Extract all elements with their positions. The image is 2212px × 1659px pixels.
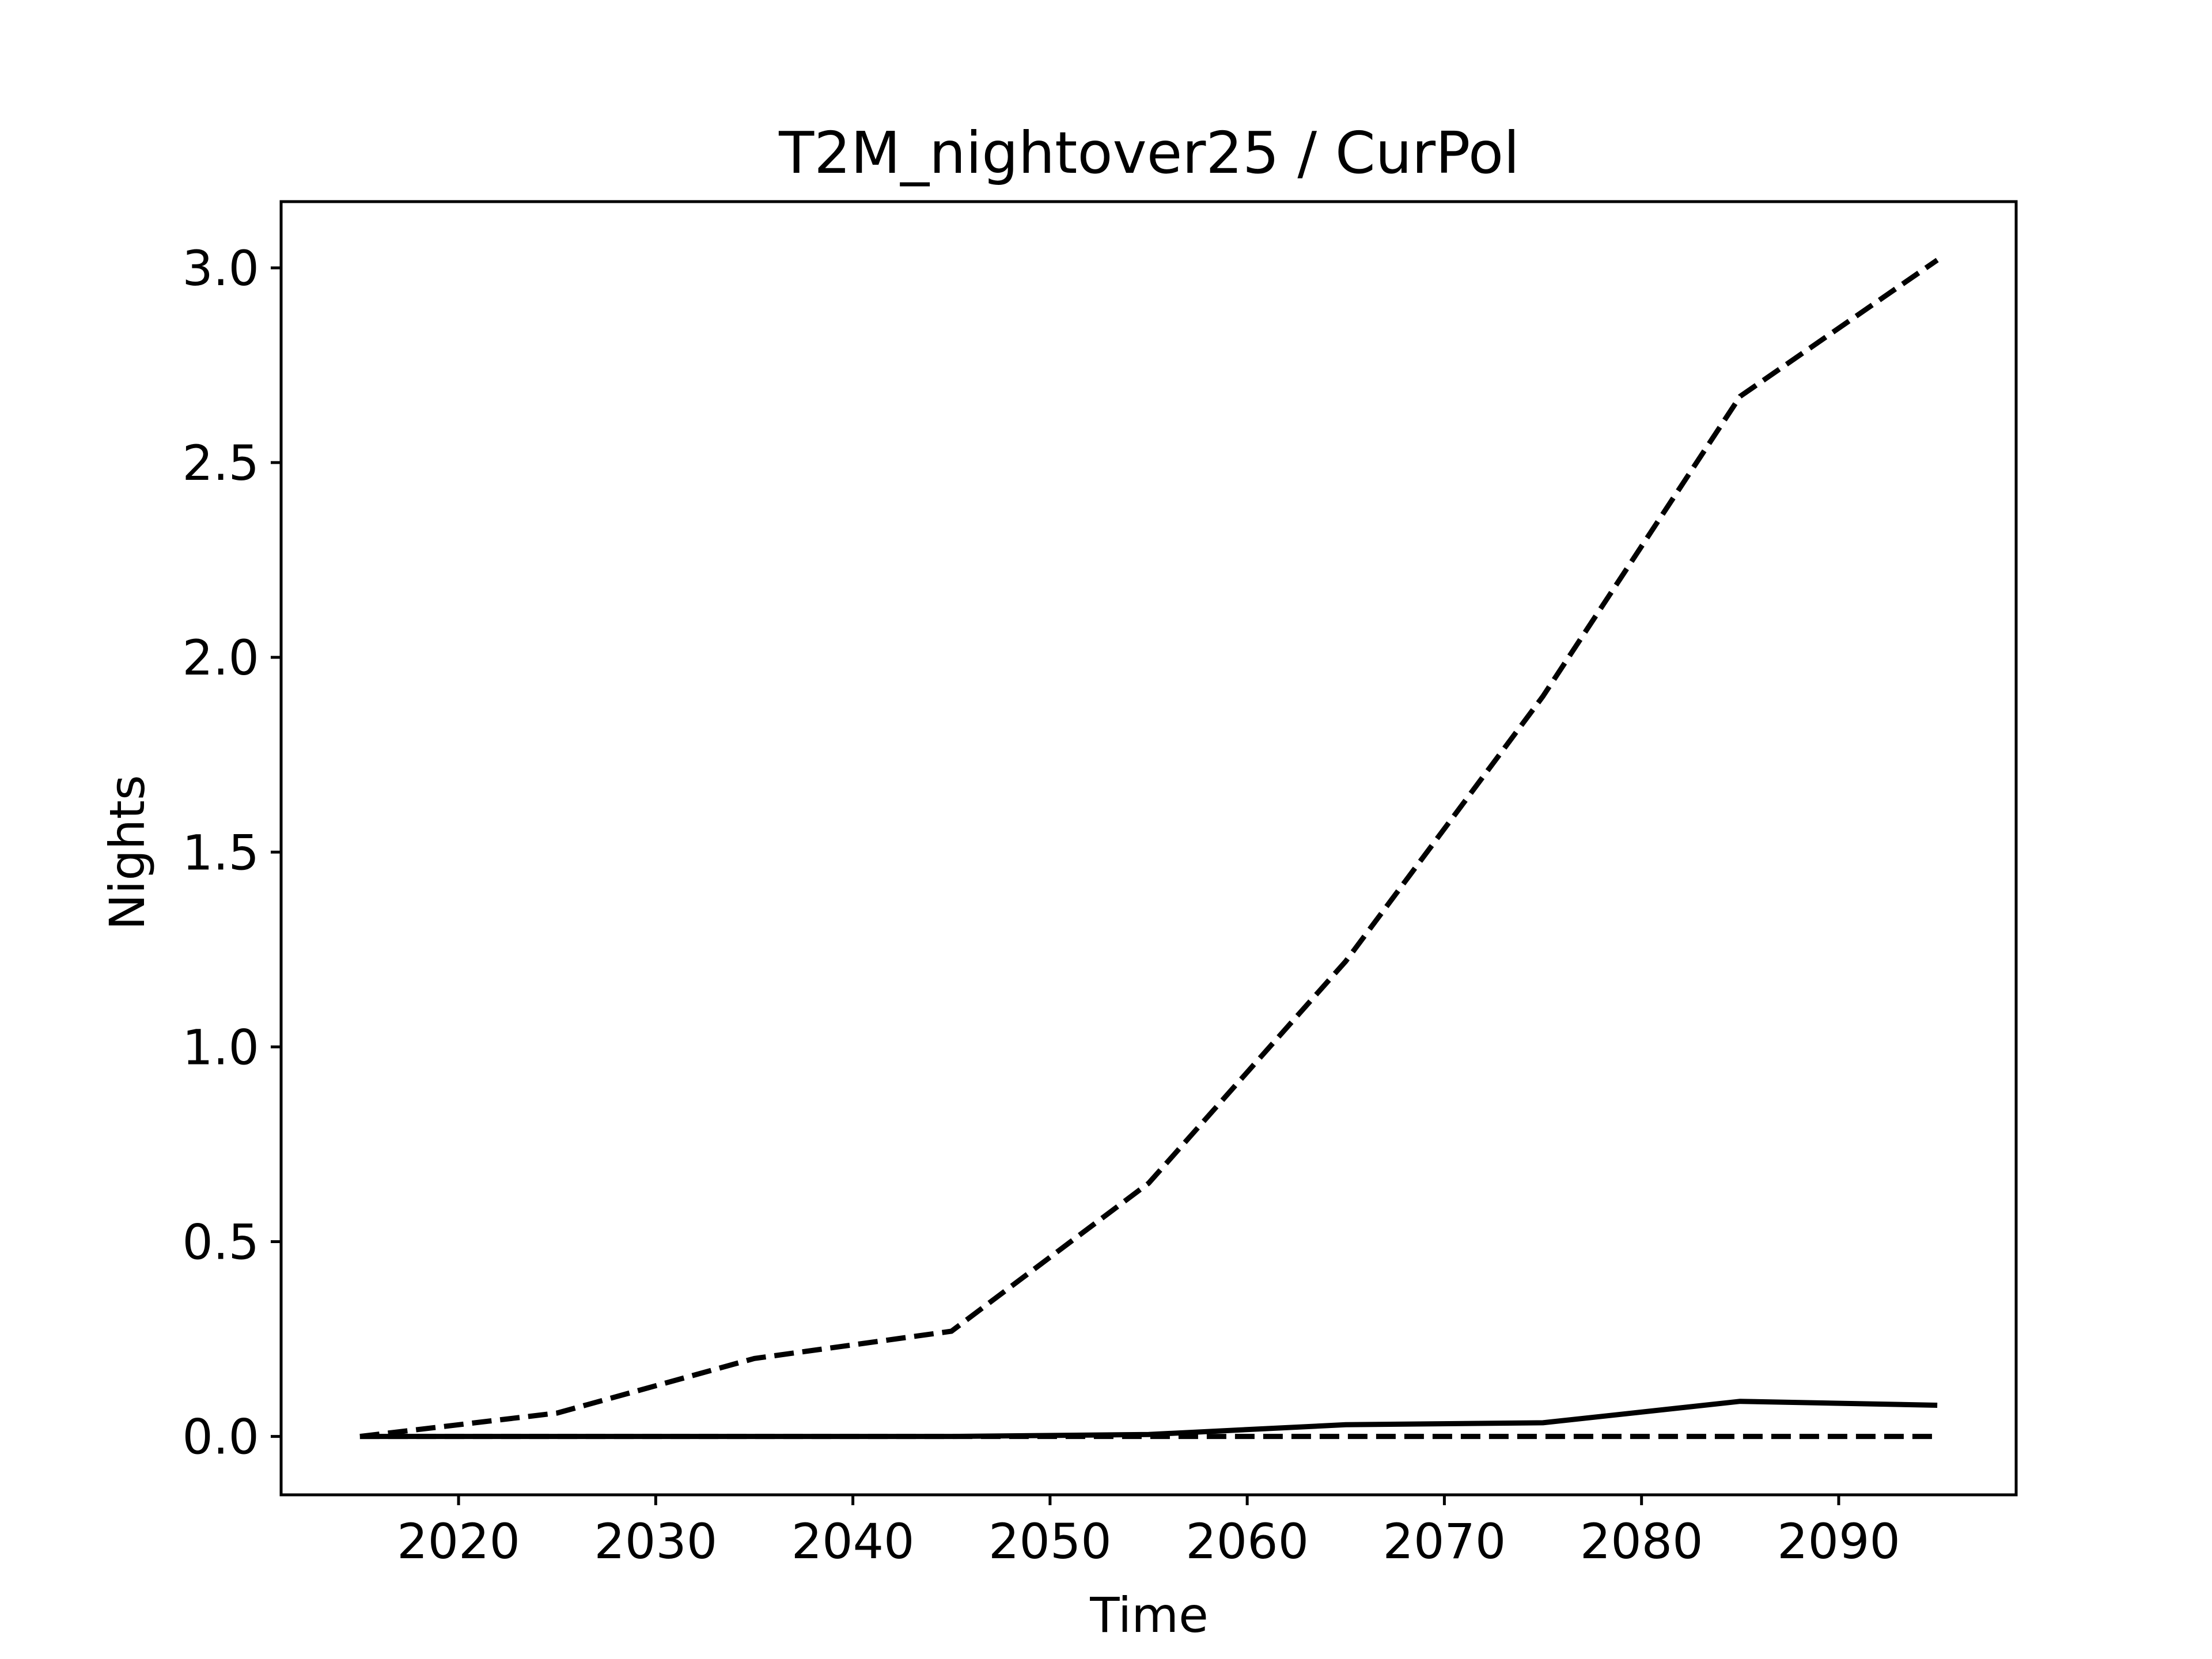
x-tick-label: 2020 [397,1513,520,1570]
x-tick-label: 2060 [1185,1513,1309,1570]
y-tick-label: 1.5 [182,824,259,881]
x-tick-label: 2050 [988,1513,1112,1570]
series-line-1 [359,257,1939,1440]
x-tick-label: 2070 [1383,1513,1506,1570]
y-tick-label: 2.0 [182,630,259,686]
x-tick-label: 2040 [791,1513,915,1570]
y-axis-label: Nights [99,775,156,930]
y-tick-label: 2.5 [182,435,259,491]
plot-frame [279,200,2018,1497]
ticks-layer: 2020 2030 2040 2050 2060 2070 2080 2090 0.0 0.5 1.… [182,240,1900,1570]
x-tick-label: 2080 [1580,1513,1703,1570]
x-axis-label: Time [1089,1587,1209,1643]
y-tick-label: 0.0 [182,1409,259,1465]
chart-title: T2M_nightover25 / CurPol [778,119,1520,187]
x-tick-label: 2090 [1777,1513,1900,1570]
series-layer [359,257,1939,1440]
y-tick-label: 0.5 [182,1214,259,1270]
y-tick-label: 1.0 [182,1019,259,1075]
x-tick-label: 2030 [594,1513,717,1570]
y-tick-label: 3.0 [182,240,259,297]
